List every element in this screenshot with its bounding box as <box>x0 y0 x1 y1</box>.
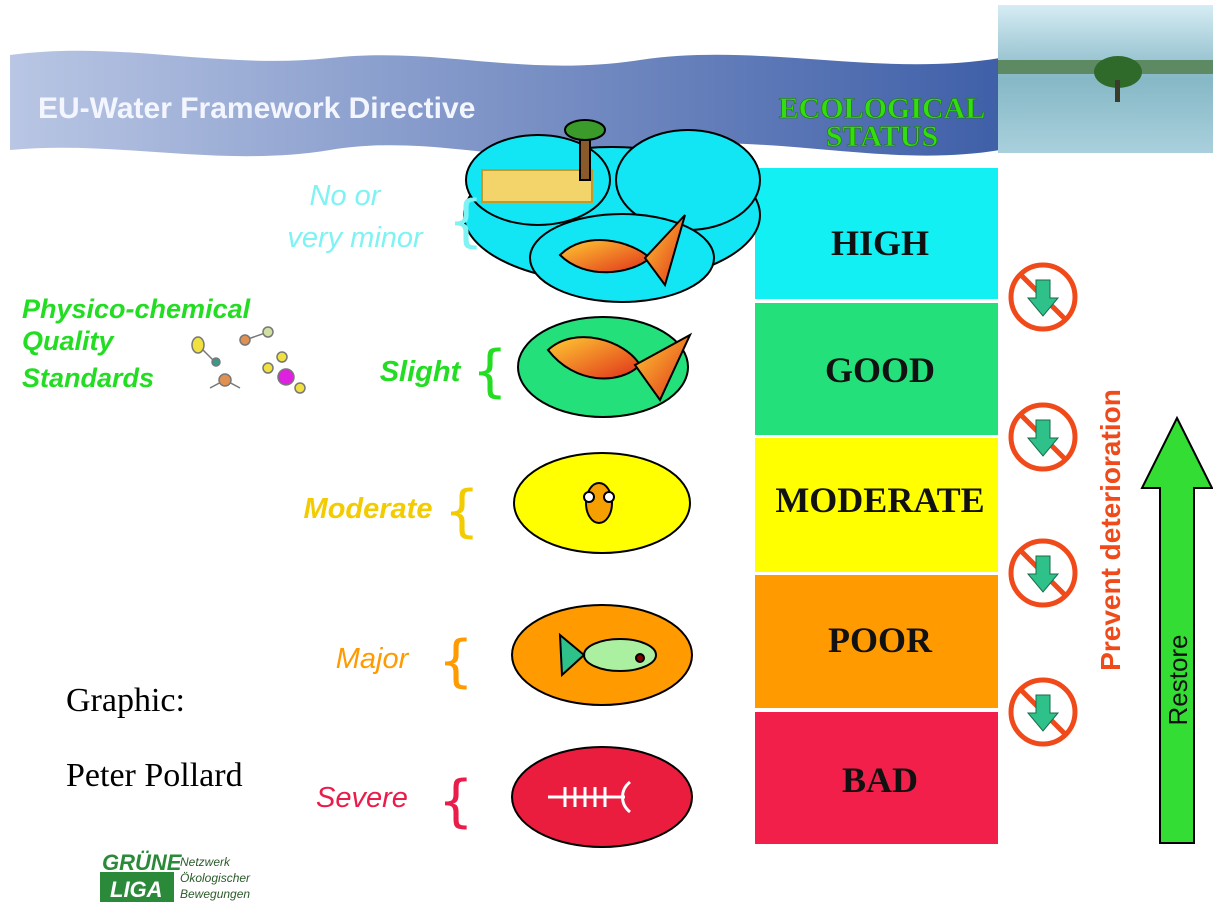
status-label: HIGH <box>831 223 929 263</box>
prevent-symbols <box>1011 265 1075 744</box>
deviation-label: Major <box>336 643 410 675</box>
physico-label: Standards <box>22 363 154 393</box>
deviation-label: No or <box>310 180 382 212</box>
brace: { <box>438 629 474 694</box>
status-heading: STATUS <box>826 120 938 153</box>
brace: { <box>438 769 474 834</box>
credit: Graphic: <box>66 682 185 719</box>
logo-tagline: Bewegungen <box>180 887 250 901</box>
prevent-label: Prevent deterioration <box>1095 389 1126 671</box>
logo-tagline: Ökologischer <box>180 871 251 885</box>
photo <box>998 5 1213 153</box>
logo: GRÜNE LIGA Netzwerk Ökologischer Bewegun… <box>100 850 251 902</box>
brace: { <box>444 479 480 544</box>
physico-label: Physico-chemical <box>22 294 251 324</box>
status-label: GOOD <box>825 350 935 390</box>
high-ellipse <box>464 120 760 302</box>
logo-name: LIGA <box>110 877 163 902</box>
bad-ellipse <box>512 747 692 847</box>
logo-name: GRÜNE <box>102 850 183 875</box>
brace: { <box>472 339 508 404</box>
deviation-label: Moderate <box>304 493 433 525</box>
deviation-label: very minor <box>287 222 424 254</box>
deviation-label: Severe <box>316 782 408 814</box>
good-ellipse <box>518 317 690 417</box>
credit: Peter Pollard <box>66 757 243 794</box>
logo-tagline: Netzwerk <box>180 855 231 869</box>
restore-label: Restore <box>1163 634 1193 725</box>
deviation-label: Slight <box>380 356 462 388</box>
restore-arrow <box>1142 418 1212 843</box>
down-arrows <box>1028 280 1058 731</box>
slide: EU-Water Framework Directive ECOLOGICAL … <box>0 0 1213 908</box>
moderate-ellipse <box>514 453 690 553</box>
poor-ellipse <box>512 605 692 705</box>
brace: { <box>448 189 484 254</box>
physico-label: Quality <box>22 326 116 356</box>
status-label: POOR <box>828 620 933 660</box>
banner-title: EU-Water Framework Directive <box>38 92 475 125</box>
molecules <box>192 327 305 393</box>
status-label: MODERATE <box>775 480 984 520</box>
status-label: BAD <box>842 760 918 800</box>
